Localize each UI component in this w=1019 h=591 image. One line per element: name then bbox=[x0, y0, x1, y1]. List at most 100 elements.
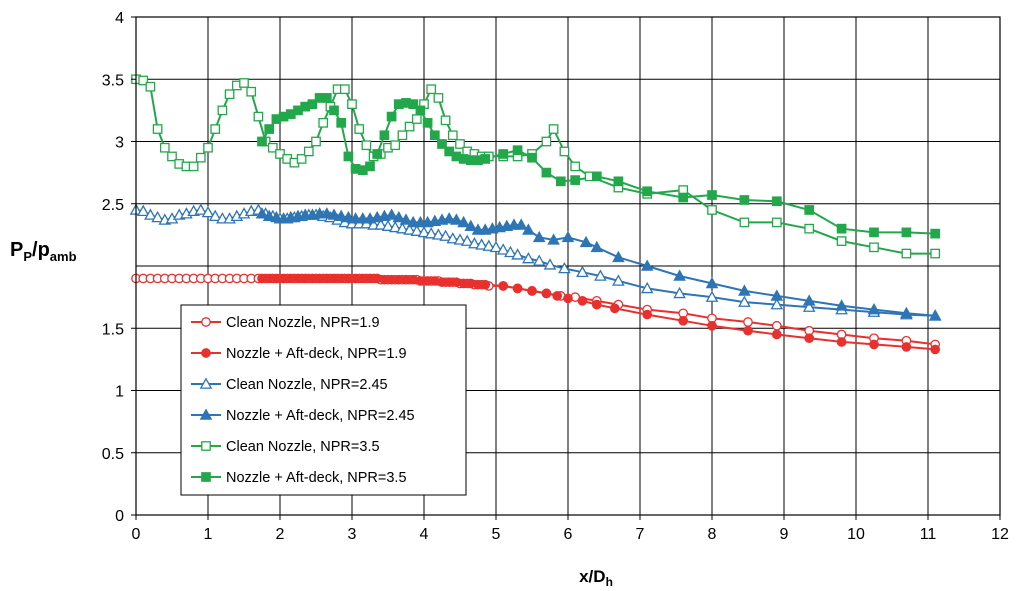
data-point bbox=[339, 84, 350, 95]
data-point bbox=[804, 205, 815, 215]
data-point bbox=[365, 161, 375, 172]
data-point bbox=[591, 299, 602, 310]
legend-swatch-marker bbox=[199, 408, 213, 420]
x-tick-label: 6 bbox=[564, 526, 573, 543]
legend-item: Clean Nozzle, NPR=2.45 bbox=[191, 377, 388, 393]
data-point bbox=[612, 250, 625, 263]
data-point bbox=[900, 306, 913, 319]
legend-label: Nozzle + Aft-deck, NPR=1.9 bbox=[226, 346, 407, 362]
data-point bbox=[390, 140, 401, 151]
data-point bbox=[446, 232, 460, 244]
data-point bbox=[329, 105, 339, 116]
data-point bbox=[640, 259, 654, 271]
y-tick-label: 0 bbox=[115, 508, 124, 525]
data-point bbox=[426, 84, 437, 95]
data-point bbox=[609, 303, 620, 314]
x-tick-label: 1 bbox=[204, 526, 213, 543]
x-tick-label: 7 bbox=[636, 526, 645, 543]
data-point bbox=[482, 239, 496, 251]
data-point bbox=[347, 99, 357, 109]
data-point bbox=[255, 207, 269, 219]
legend-swatch-marker bbox=[201, 317, 211, 327]
data-point bbox=[901, 227, 912, 238]
data-point bbox=[342, 210, 355, 223]
data-point bbox=[563, 293, 573, 304]
legend-swatch-marker bbox=[201, 348, 211, 358]
data-point bbox=[739, 217, 750, 228]
y-axis-ticks: 0 0.5 1 1.5 2.5 3 3.5 4 bbox=[102, 10, 136, 525]
x-tick-label: 5 bbox=[492, 526, 501, 543]
data-point bbox=[442, 212, 456, 224]
x-tick-label: 9 bbox=[780, 526, 789, 543]
data-point bbox=[372, 149, 383, 159]
data-point bbox=[379, 130, 390, 141]
data-point bbox=[577, 296, 588, 306]
data-point bbox=[590, 240, 604, 253]
data-point bbox=[707, 205, 717, 215]
data-point bbox=[867, 303, 881, 315]
data-point bbox=[145, 81, 156, 92]
data-point bbox=[642, 186, 653, 197]
legend-label: Clean Nozzle, NPR=2.45 bbox=[226, 377, 388, 393]
legend-item: Clean Nozzle, NPR=1.9 bbox=[191, 315, 380, 331]
data-point bbox=[579, 235, 593, 248]
data-point bbox=[802, 300, 816, 312]
data-point bbox=[475, 238, 488, 250]
data-point bbox=[930, 248, 941, 259]
data-point bbox=[707, 190, 717, 200]
data-point bbox=[374, 218, 388, 230]
y-tick-label: 0.5 bbox=[102, 446, 124, 463]
data-point bbox=[498, 149, 509, 159]
data-point bbox=[437, 139, 447, 149]
legend-item: Nozzle + Aft-deck, NPR=2.45 bbox=[191, 408, 415, 424]
series-points-5 bbox=[131, 74, 941, 259]
y-tick-label: 2.5 bbox=[102, 197, 124, 214]
data-point bbox=[640, 281, 654, 294]
series-points-6 bbox=[257, 93, 941, 239]
legend-label: Clean Nozzle, NPR=3.5 bbox=[226, 439, 380, 455]
data-point bbox=[159, 142, 170, 153]
series-markers bbox=[129, 74, 942, 355]
data-point bbox=[678, 315, 689, 326]
legend: Clean Nozzle, NPR=1.9 Nozzle + Aft-deck, … bbox=[180, 304, 467, 496]
legend-label: Nozzle + Aft-deck, NPR=3.5 bbox=[226, 470, 407, 486]
data-point bbox=[705, 276, 719, 289]
data-point bbox=[450, 213, 463, 225]
data-point bbox=[522, 223, 535, 235]
data-point bbox=[453, 233, 467, 245]
data-point bbox=[275, 149, 285, 159]
series-points-2 bbox=[257, 273, 941, 355]
series-line-5 bbox=[135, 78, 936, 255]
data-point bbox=[381, 219, 395, 231]
data-point bbox=[151, 210, 164, 223]
data-point bbox=[257, 136, 267, 147]
data-point bbox=[836, 337, 847, 347]
data-point bbox=[547, 233, 560, 245]
data-point bbox=[504, 245, 517, 258]
data-point bbox=[321, 93, 332, 103]
data-point bbox=[415, 105, 426, 116]
data-point bbox=[296, 154, 307, 164]
data-point bbox=[548, 124, 559, 134]
x-tick-label: 11 bbox=[920, 526, 937, 543]
data-point bbox=[307, 99, 318, 109]
legend-label: Nozzle + Aft-deck, NPR=2.45 bbox=[226, 408, 415, 424]
data-point bbox=[439, 229, 452, 241]
data-point bbox=[770, 289, 784, 301]
data-point bbox=[771, 320, 782, 331]
data-point bbox=[552, 291, 563, 301]
data-point bbox=[802, 294, 816, 306]
data-point bbox=[343, 151, 354, 162]
data-point bbox=[417, 225, 431, 238]
y-tick-label: 4 bbox=[115, 10, 124, 27]
data-point bbox=[303, 146, 314, 157]
x-tick-label: 10 bbox=[847, 526, 865, 543]
data-point bbox=[433, 93, 444, 103]
data-point bbox=[514, 218, 528, 230]
data-point bbox=[512, 283, 523, 294]
data-point bbox=[930, 228, 941, 239]
data-point bbox=[429, 130, 440, 141]
y-tick-label: 1.5 bbox=[102, 321, 124, 338]
data-point bbox=[246, 86, 257, 97]
data-point bbox=[532, 254, 546, 266]
